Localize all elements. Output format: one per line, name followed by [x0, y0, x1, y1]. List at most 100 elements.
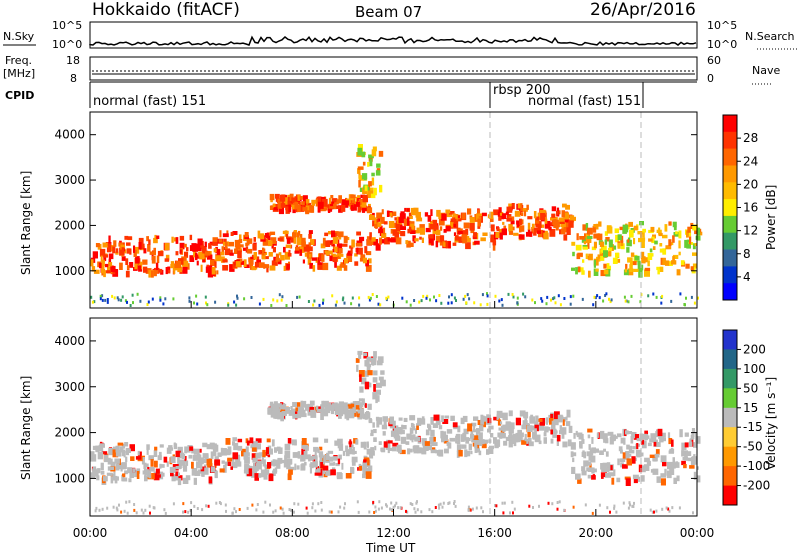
- echo-cell: [628, 221, 633, 227]
- echo-cell: [503, 440, 508, 446]
- ground-scatter-cell: [163, 508, 166, 512]
- echo-cell: [246, 237, 250, 246]
- echo-cell: [339, 264, 345, 268]
- echo-cell: [357, 414, 363, 420]
- echo-cell: [490, 433, 494, 438]
- echo-cell: [279, 194, 286, 202]
- echo-cell: [301, 438, 307, 446]
- ground-scatter-cell: [653, 510, 655, 514]
- echo-cell: [300, 464, 306, 471]
- echo-cell: [224, 248, 231, 256]
- ground-scatter-cell: [467, 508, 470, 512]
- ground-scatter-cell: [435, 299, 438, 303]
- echo-cell: [197, 454, 202, 460]
- echo-cell: [137, 451, 142, 459]
- echo-cell: [632, 446, 637, 450]
- echo-cell: [435, 420, 441, 426]
- echo-cell: [229, 264, 235, 272]
- echo-cell: [302, 207, 308, 212]
- ground-scatter-cell: [556, 507, 559, 511]
- echo-cell: [392, 222, 398, 228]
- echo-cell: [226, 230, 229, 235]
- ground-scatter-cell: [322, 298, 325, 302]
- x-tick-label: 04:00: [174, 526, 209, 540]
- echo-cell: [209, 442, 215, 447]
- echo-cell: [673, 477, 677, 484]
- echo-cell: [243, 259, 247, 267]
- echo-cell: [696, 227, 701, 236]
- echo-cell: [441, 431, 447, 437]
- echo-cell: [357, 168, 361, 174]
- echo-cell: [456, 450, 460, 458]
- y-tick-label: 4000: [54, 334, 85, 348]
- echo-cell: [414, 238, 419, 242]
- echo-cell: [684, 442, 689, 448]
- echo-cell: [387, 238, 392, 242]
- echo-cell: [269, 401, 274, 405]
- echo-cell: [204, 241, 207, 247]
- echo-cell: [173, 443, 178, 450]
- echo-cell: [193, 250, 197, 258]
- echo-cell: [387, 447, 390, 454]
- echo-cell: [457, 215, 460, 219]
- echo-cell: [151, 473, 155, 480]
- ground-scatter-cell: [481, 293, 484, 297]
- ground-scatter-cell: [375, 295, 378, 298]
- echo-cell: [529, 231, 533, 237]
- echo-cell: [358, 179, 361, 188]
- echo-cell: [669, 448, 675, 453]
- ground-scatter-cell: [367, 295, 370, 299]
- echo-cell: [276, 403, 282, 408]
- echo-cell: [435, 235, 441, 243]
- echo-cell: [270, 237, 277, 244]
- x-ticks: 00:00 04:00 08:00 12:00 16:00 20:00 00:00: [73, 301, 714, 540]
- echo-cell: [555, 226, 559, 231]
- echo-cell: [670, 260, 677, 265]
- echo-cell: [322, 465, 329, 471]
- ground-scatter-cell: [334, 303, 337, 307]
- echo-cell: [633, 268, 639, 272]
- echo-cell: [608, 472, 615, 477]
- ground-scatter-cell: [448, 295, 450, 299]
- echo-cell: [125, 448, 131, 453]
- echo-cell: [551, 213, 556, 218]
- echo-cell: [170, 264, 177, 269]
- echo-cell: [309, 467, 312, 474]
- echo-cell: [155, 262, 159, 271]
- echo-cell: [294, 440, 297, 446]
- echo-cell: [240, 260, 244, 265]
- echo-cell: [198, 457, 204, 465]
- ground-scatter-cell: [236, 294, 238, 298]
- echo-cell: [581, 270, 585, 275]
- echo-cell: [347, 449, 354, 455]
- ground-scatter-cell: [649, 508, 652, 512]
- echo-cell: [173, 268, 176, 274]
- echo-cell: [227, 457, 233, 462]
- echo-cell: [143, 266, 148, 273]
- ground-scatter-cell: [129, 304, 132, 307]
- echo-cell: [421, 237, 424, 243]
- ground-scatter-cell: [378, 500, 381, 504]
- echo-cell: [473, 435, 479, 440]
- echo-cell: [548, 226, 552, 231]
- echo-cell: [543, 232, 549, 240]
- echo-cell: [325, 240, 331, 247]
- echo-cell: [527, 425, 533, 432]
- echo-cell: [409, 215, 413, 219]
- echo-cell: [177, 266, 183, 273]
- ground-scatter-cell: [532, 506, 534, 509]
- echo-cell: [591, 475, 596, 480]
- velocity-cbar-label: Velocity [m s⁻¹]: [764, 377, 778, 470]
- echo-cell: [558, 210, 561, 215]
- echo-cell: [347, 252, 353, 256]
- ground-scatter-cell: [522, 292, 525, 296]
- ground-scatter-cell: [559, 303, 562, 307]
- echo-cell: [650, 469, 657, 473]
- echo-cell: [129, 472, 134, 478]
- echo-cell: [378, 376, 384, 381]
- echo-cell: [121, 247, 125, 256]
- echo-cell: [563, 234, 568, 241]
- ground-scatter-cell: [196, 507, 199, 510]
- echo-cell: [643, 237, 646, 242]
- echo-cell: [395, 237, 402, 245]
